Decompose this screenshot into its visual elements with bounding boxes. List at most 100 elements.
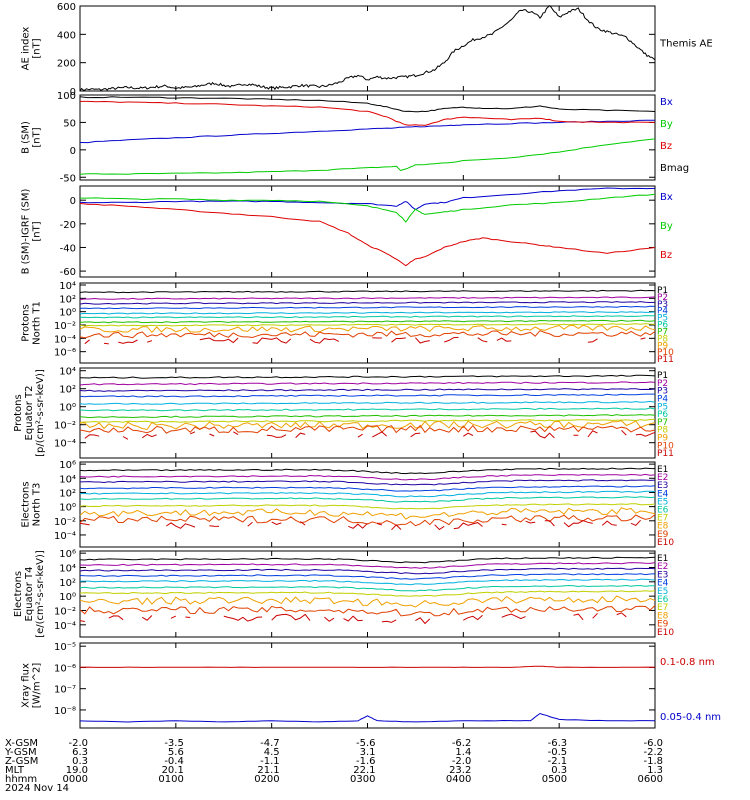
channel-line-e1: [79, 467, 656, 475]
ephemeris-value: 23.2: [449, 765, 471, 776]
y-tick-label: 10⁻⁴: [54, 439, 76, 450]
y-tick-label: 10⁻⁶: [54, 663, 76, 674]
channel-line-p11: [587, 338, 598, 343]
legend-label: E3: [657, 570, 668, 580]
series-line-bz: [80, 100, 656, 126]
channel-line-e10: [616, 612, 627, 618]
channel-line-p11: [587, 430, 598, 438]
channel-line-e10: [501, 613, 526, 620]
ephemeris-value: -6.2: [452, 738, 472, 749]
channel-line-p11: [295, 432, 306, 438]
channel-line-e10: [376, 523, 383, 526]
channel-line-e10: [601, 520, 617, 526]
channel-line-e10: [348, 522, 368, 529]
channel-line-p3: [79, 388, 656, 392]
legend-label: P7: [657, 327, 668, 337]
legend-label: E8: [657, 522, 669, 532]
legend-label: By: [660, 221, 673, 232]
legend-label: P9: [657, 341, 668, 351]
channel-line-e10: [170, 615, 177, 619]
y-tick-label: 10²: [59, 385, 76, 396]
legend-label: E5: [657, 497, 668, 507]
y-axis-label: B (SM)-IGRF (SM): [21, 189, 32, 275]
y-axis-label: Xray flux: [21, 663, 32, 708]
channel-line-e10: [343, 615, 363, 622]
legend-label: P5: [657, 314, 668, 324]
channel-line-e10: [324, 616, 335, 622]
channel-line-e10: [142, 615, 153, 621]
ephemeris-value: -2.0: [452, 756, 472, 767]
channel-line-p11: [410, 432, 421, 438]
legend-label: P2: [657, 379, 668, 389]
series-line-0-1-0-8-nm: [79, 665, 656, 668]
legend-label: P5: [657, 402, 668, 412]
legend-label: E6: [657, 506, 669, 516]
channel-line-p11: [84, 339, 90, 345]
y-tick-label: 10⁰: [59, 308, 76, 319]
y-tick-label: 400: [57, 30, 76, 41]
series-line-by: [79, 138, 656, 175]
channel-line-e10: [544, 520, 555, 527]
channel-line-p2: [79, 296, 656, 300]
ephemeris-value: -4.7: [260, 738, 280, 749]
channel-line-e10: [573, 613, 584, 621]
channel-line-p11: [189, 431, 196, 435]
channel-line-e10: [300, 521, 306, 526]
y-axis-label: Protons: [13, 394, 24, 431]
panel-frame: [79, 367, 656, 459]
y-axis-label: [W/m^2]: [32, 663, 43, 709]
channel-line-e1: [79, 556, 656, 564]
y-axis-label: [nT]: [32, 38, 43, 58]
channel-line-e10: [525, 520, 536, 524]
channel-line-e5: [79, 578, 656, 586]
channel-line-p8: [79, 418, 656, 423]
y-axis-label: [p/(cm²-s-sr-keV)]: [35, 369, 46, 457]
channel-line-p3: [79, 301, 656, 305]
ephemeris-value: 0500: [542, 774, 567, 785]
channel-line-e10: [79, 620, 85, 622]
channel-line-p10: [79, 330, 656, 339]
channel-line-p6: [79, 407, 656, 412]
legend-label: E7: [657, 603, 668, 613]
legend-label: Bz: [660, 141, 672, 152]
channel-line-p11: [146, 340, 153, 343]
channel-line-p11: [118, 339, 138, 344]
channel-line-e10: [630, 519, 641, 527]
y-axis-label: [e/(cm²-s-sr-keV)]: [35, 550, 46, 638]
legend-label: P4: [657, 307, 668, 317]
legend-label: P11: [657, 449, 674, 459]
y-tick-label: 10⁻²: [54, 321, 76, 332]
ephemeris-value: -1.6: [356, 756, 376, 767]
y-axis-label: B (SM): [21, 121, 32, 154]
y-axis-label: North T3: [32, 483, 43, 527]
channel-line-e10: [271, 613, 311, 621]
legend-label: E6: [657, 595, 669, 605]
ephemeris-value: -3.5: [164, 738, 184, 749]
y-axis-label: Electrons: [21, 481, 32, 527]
ephemeris-value: 4.5: [264, 747, 280, 758]
channel-line-p7: [79, 319, 656, 324]
ephemeris-value: 1.3: [647, 765, 663, 776]
channel-line-p11: [621, 429, 627, 436]
ephemeris-value: 0300: [350, 774, 375, 785]
y-tick-label: 10⁻²: [54, 517, 76, 528]
legend-label: E4: [657, 579, 669, 589]
ephemeris-value: -2.0: [68, 738, 88, 749]
legend-label: P4: [657, 394, 668, 404]
channel-line-p1: [79, 374, 656, 379]
channel-line-e10: [501, 523, 507, 526]
y-tick-label: 10⁰: [59, 592, 76, 603]
y-tick-label: 10⁻⁴: [54, 621, 76, 632]
channel-line-e10: [563, 520, 593, 528]
legend-label: E10: [657, 628, 674, 638]
legend-label: Bx: [660, 97, 673, 108]
y-axis-label: [nT]: [32, 127, 43, 147]
channel-line-e3: [79, 567, 656, 575]
y-tick-label: 10²: [59, 578, 76, 589]
ephemeris-value: -6.3: [548, 738, 568, 749]
y-tick-label: 10⁻⁶: [54, 348, 76, 359]
channel-line-p11: [477, 337, 488, 343]
channel-line-e4: [79, 485, 656, 492]
channel-line-p11: [372, 431, 388, 438]
